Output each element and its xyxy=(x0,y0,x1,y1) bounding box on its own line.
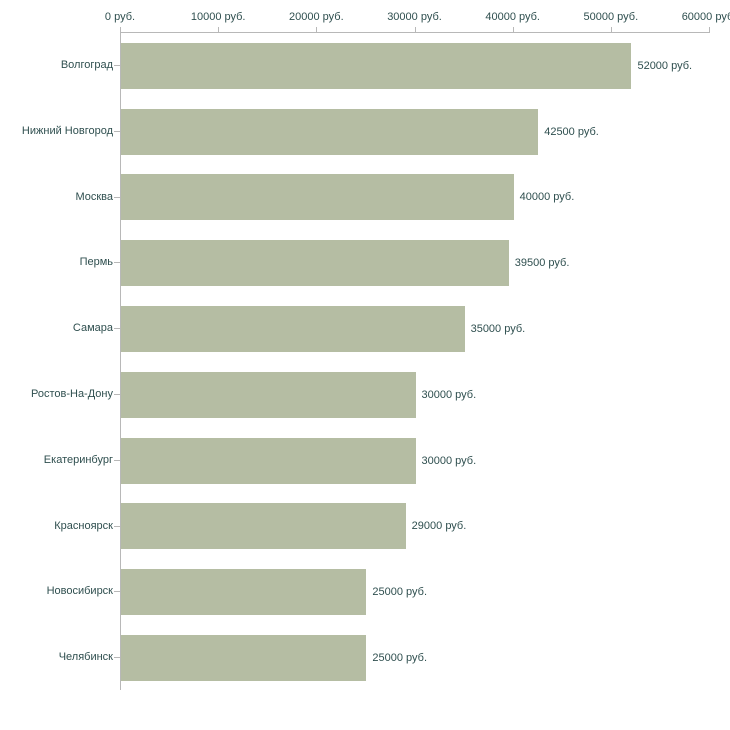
bar-Пермь xyxy=(121,240,509,287)
bar-Москва xyxy=(121,174,514,221)
value-label: 25000 руб. xyxy=(372,652,428,665)
value-label: 29000 руб. xyxy=(411,520,467,533)
y-tick-mark xyxy=(114,328,120,330)
y-tick-mark xyxy=(114,196,120,198)
bar-Челябинск xyxy=(121,635,367,682)
bar-Ростов-На-Дону xyxy=(121,371,416,418)
bar-Нижний Новгород xyxy=(121,108,539,155)
y-tick-mark xyxy=(114,591,120,593)
y-tick-mark xyxy=(114,64,120,66)
category-label: Челябинск xyxy=(58,651,113,664)
bar-row: 25000 руб. xyxy=(121,559,710,625)
category-label: Новосибирск xyxy=(46,585,113,598)
y-tick-mark xyxy=(114,130,120,132)
x-tick-label: 60000 руб. xyxy=(681,11,730,23)
value-label: 42500 руб. xyxy=(544,125,599,138)
category-label: Волгоград xyxy=(60,58,113,71)
category-label: Нижний Новгород xyxy=(21,124,113,137)
category-label: Екатеринбург xyxy=(43,453,113,466)
x-tick-mark xyxy=(512,27,514,32)
bar-Волгоград xyxy=(121,42,632,89)
category-label: Ростов-На-Дону xyxy=(30,387,113,400)
value-label: 25000 руб. xyxy=(372,586,428,599)
x-tick-mark xyxy=(610,27,612,32)
category-label: Самара xyxy=(72,322,113,335)
x-tick-mark xyxy=(414,27,416,32)
bar-Новосибирск xyxy=(121,569,367,616)
y-tick-mark xyxy=(114,525,120,527)
value-label: 30000 руб. xyxy=(421,454,477,467)
value-label: 40000 руб. xyxy=(519,191,575,204)
category-label: Москва xyxy=(75,190,113,203)
x-tick-mark xyxy=(218,27,220,32)
y-tick-mark xyxy=(114,459,120,461)
x-tick-mark xyxy=(316,27,318,32)
value-label: 35000 руб. xyxy=(470,323,526,336)
bar-row: 30000 руб. xyxy=(121,428,710,494)
category-label: Пермь xyxy=(79,256,113,269)
plot-area: 52000 руб. 42500 руб. 40000 руб. 39500 руб.… xyxy=(120,32,710,690)
x-tick-label: 30000 руб. xyxy=(387,11,442,23)
bar-row: 52000 руб. xyxy=(121,33,710,99)
x-tick-label: 50000 руб. xyxy=(583,11,639,23)
bar-row: 29000 руб. xyxy=(121,494,710,560)
y-tick-mark xyxy=(114,262,120,264)
bar-row: 40000 руб. xyxy=(121,165,710,231)
x-tick-label: 10000 руб. xyxy=(190,11,246,23)
x-tick-label: 0 руб. xyxy=(104,11,136,23)
bar-Красноярск xyxy=(121,503,406,550)
x-tick-label: 40000 руб. xyxy=(485,11,540,23)
value-label: 30000 руб. xyxy=(421,388,477,401)
y-tick-mark xyxy=(114,393,120,395)
x-tick-label: 20000 руб. xyxy=(289,11,344,23)
bar-row: 42500 руб. xyxy=(121,99,710,165)
bar-Екатеринбург xyxy=(121,437,416,484)
x-tick-mark xyxy=(709,27,710,32)
value-label: 52000 руб. xyxy=(637,59,693,72)
category-label: Красноярск xyxy=(54,519,113,532)
bar-Самара xyxy=(121,306,465,353)
value-label: 39500 руб. xyxy=(514,257,570,270)
bar-row: 30000 руб. xyxy=(121,362,710,428)
bar-row: 35000 руб. xyxy=(121,296,710,362)
y-tick-mark xyxy=(114,657,120,659)
bar-row: 25000 руб. xyxy=(121,625,710,691)
x-tick-mark xyxy=(120,27,121,32)
bar-row: 39500 руб. xyxy=(121,230,710,296)
